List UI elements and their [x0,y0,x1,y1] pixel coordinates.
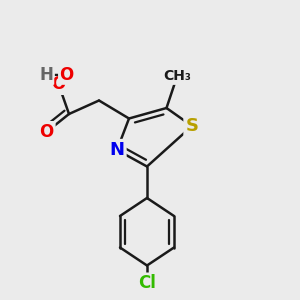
Text: N: N [110,141,124,159]
Text: S: S [185,117,199,135]
Text: O: O [51,75,66,93]
Text: H: H [40,66,53,84]
Text: -: - [54,66,60,84]
Text: O: O [59,66,73,84]
Text: Cl: Cl [138,274,156,292]
Text: CH₃: CH₃ [163,70,191,83]
Text: O: O [39,123,54,141]
Text: -: - [59,69,64,84]
Text: H: H [40,69,52,84]
